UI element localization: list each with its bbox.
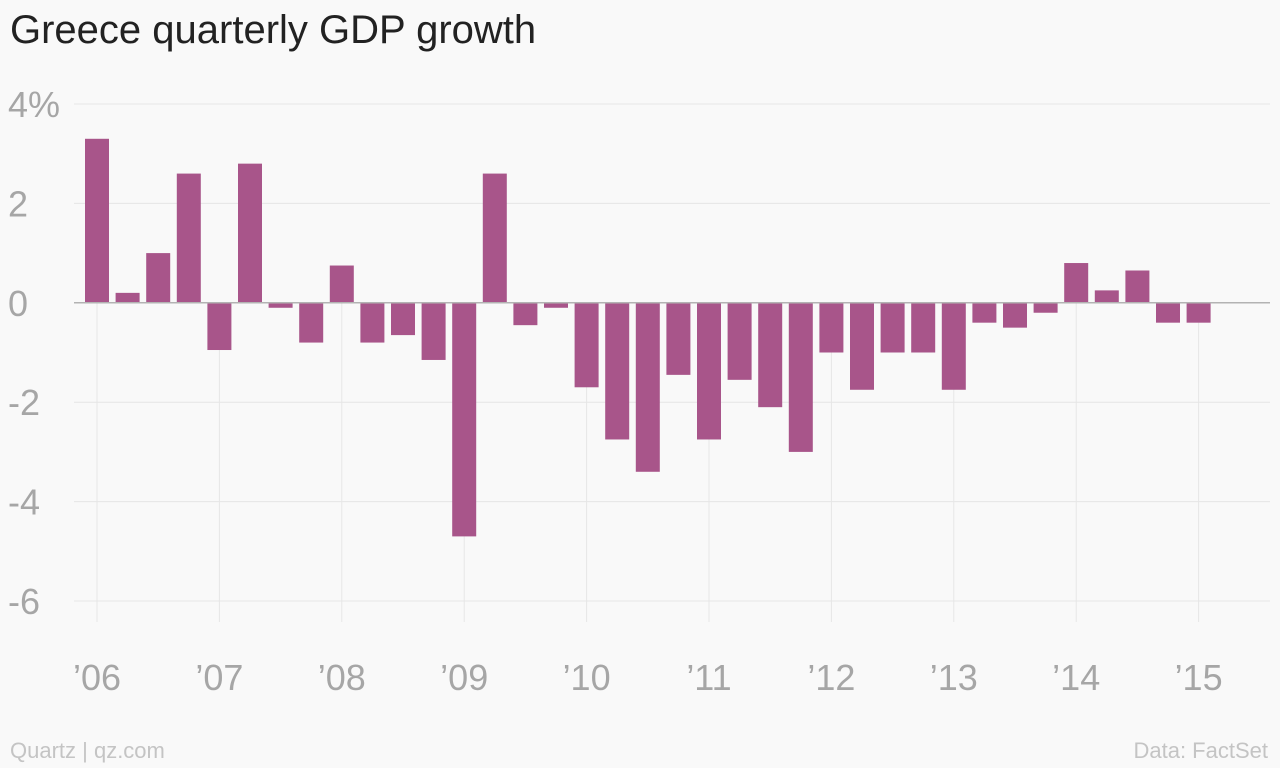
bar bbox=[452, 302, 477, 537]
bar bbox=[758, 302, 783, 408]
bar bbox=[880, 302, 905, 353]
bar bbox=[1033, 302, 1058, 313]
y-tick-label: -6 bbox=[8, 581, 40, 622]
bar bbox=[1094, 290, 1119, 303]
bar bbox=[146, 253, 171, 303]
bar bbox=[1125, 270, 1150, 303]
bar bbox=[1003, 302, 1027, 328]
bars bbox=[85, 138, 1211, 537]
y-tick-label: 4% bbox=[8, 84, 60, 125]
x-axis-ticks: ’06 ’07 ’08 ’09 ’10 ’11 ’12 ’13 ’14 ’15 bbox=[73, 302, 1223, 698]
bar bbox=[421, 302, 446, 360]
x-tick-label: ’08 bbox=[318, 657, 366, 698]
x-tick-label: ’11 bbox=[686, 657, 731, 698]
bar bbox=[635, 302, 660, 472]
footer-source-left: Quartz | qz.com bbox=[10, 738, 165, 763]
chart-title: Greece quarterly GDP growth bbox=[10, 8, 537, 52]
bar bbox=[329, 265, 354, 303]
footer-source-right: Data: FactSet bbox=[1133, 738, 1268, 763]
y-tick-label: 0 bbox=[8, 283, 28, 324]
bar bbox=[299, 302, 324, 343]
bar bbox=[727, 302, 752, 380]
x-tick-label: ’12 bbox=[807, 657, 855, 698]
y-tick-label: 2 bbox=[8, 183, 28, 224]
bar bbox=[605, 302, 630, 440]
x-tick-label: ’06 bbox=[73, 657, 121, 698]
bar bbox=[176, 173, 201, 303]
bar bbox=[513, 302, 538, 326]
bar bbox=[360, 302, 385, 343]
x-tick-label: ’07 bbox=[195, 657, 243, 698]
bar bbox=[819, 302, 844, 353]
gridlines bbox=[74, 103, 1270, 602]
y-axis-ticks: 4% 2 0 -2 -4 -6 bbox=[8, 84, 60, 622]
bar bbox=[238, 163, 262, 303]
bar bbox=[574, 302, 599, 388]
bar bbox=[972, 302, 997, 323]
bar bbox=[1186, 302, 1211, 323]
bar bbox=[666, 302, 691, 375]
bar bbox=[850, 302, 874, 390]
bar bbox=[1064, 263, 1089, 303]
bar bbox=[207, 302, 232, 351]
y-tick-label: -2 bbox=[8, 382, 40, 423]
bar bbox=[391, 302, 415, 336]
bar bbox=[85, 138, 109, 303]
x-tick-label: ’09 bbox=[440, 657, 488, 698]
y-tick-label: -4 bbox=[8, 482, 40, 523]
bar bbox=[788, 302, 813, 452]
bar bbox=[911, 302, 936, 353]
bar bbox=[544, 302, 568, 308]
bar bbox=[941, 302, 966, 390]
x-tick-label: ’10 bbox=[563, 657, 611, 698]
x-tick-label: ’15 bbox=[1175, 657, 1223, 698]
x-tick-label: ’13 bbox=[930, 657, 978, 698]
bar bbox=[1156, 302, 1180, 323]
bar bbox=[268, 302, 293, 308]
bar bbox=[482, 173, 507, 303]
bar bbox=[115, 292, 140, 303]
bar bbox=[697, 302, 721, 440]
x-tick-label: ’14 bbox=[1052, 657, 1100, 698]
